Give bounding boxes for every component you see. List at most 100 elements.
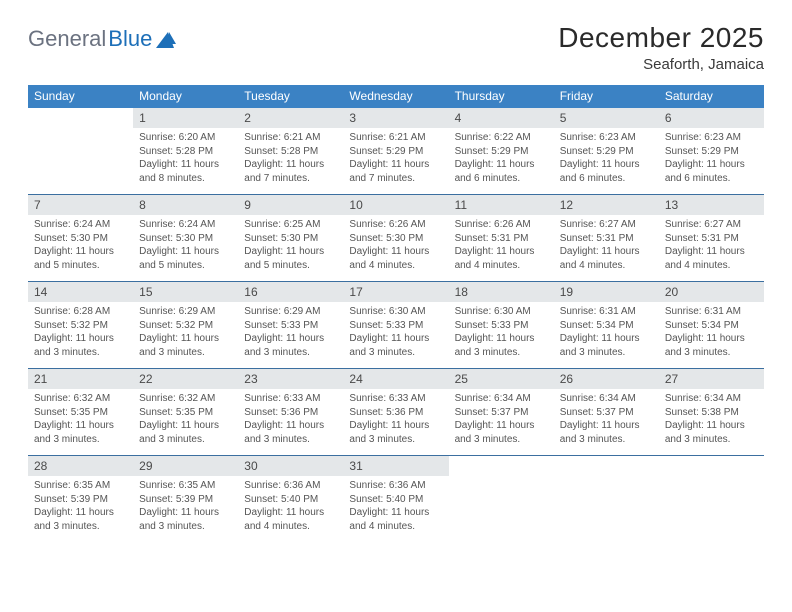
sunrise-text: Sunrise: 6:30 AM [349,305,442,319]
daylight-text: Daylight: 11 hours and 3 minutes. [139,419,232,446]
daylight-text: Daylight: 11 hours and 4 minutes. [244,506,337,533]
day-number: 8 [133,195,238,215]
daylight-text: Daylight: 11 hours and 4 minutes. [560,245,653,272]
day-cell: 21 Sunrise: 6:32 AMSunset: 5:35 PMDayligh… [28,369,133,455]
day-number: 30 [238,456,343,476]
sunrise-text: Sunrise: 6:33 AM [244,392,337,406]
day-number: 12 [554,195,659,215]
day-cell: 8Sunrise: 6:24 AMSunset: 5:30 PMDaylight… [133,195,238,281]
day-info: Sunrise: 6:32 AMSunset: 5:35 PMDaylight:… [28,392,133,446]
day-info: Sunrise: 6:36 AMSunset: 5:40 PMDaylight:… [343,479,448,533]
daylight-text: Daylight: 11 hours and 6 minutes. [560,158,653,185]
day-number: 5 [554,108,659,128]
day-cell: 13 Sunrise: 6:27 AMSunset: 5:31 PMDayligh… [659,195,764,281]
day-info: Sunrise: 6:21 AMSunset: 5:28 PMDaylight:… [238,131,343,185]
topbar: GeneralBlue December 2025 Seaforth, Jama… [28,22,764,73]
sunrise-text: Sunrise: 6:31 AM [665,305,758,319]
sunset-text: Sunset: 5:37 PM [560,406,653,420]
logo-text-2: Blue [108,26,152,52]
day-cell: 17Sunrise: 6:30 AMSunset: 5:33 PMDayligh… [343,282,448,368]
sunset-text: Sunset: 5:31 PM [455,232,548,246]
day-number: 25 [449,369,554,389]
sunset-text: Sunset: 5:28 PM [244,145,337,159]
weekday-label: Saturday [659,85,764,108]
sunset-text: Sunset: 5:35 PM [139,406,232,420]
sunrise-text: Sunrise: 6:23 AM [665,131,758,145]
day-cell: 20Sunrise: 6:31 AMSunset: 5:34 PMDayligh… [659,282,764,368]
day-number: 6 [659,108,764,128]
daylight-text: Daylight: 11 hours and 3 minutes. [455,332,548,359]
day-cell: 28 Sunrise: 6:35 AMSunset: 5:39 PMDayligh… [28,456,133,542]
sunset-text: Sunset: 5:32 PM [34,319,127,333]
day-number: 11 [449,195,554,215]
day-info: Sunrise: 6:30 AMSunset: 5:33 PMDaylight:… [449,305,554,359]
day-cell: 15Sunrise: 6:29 AMSunset: 5:32 PMDayligh… [133,282,238,368]
week-row: 21Sunrise: 6:32 AMSunset: 5:35 PMDayligh… [28,369,764,456]
daylight-text: Daylight: 11 hours and 5 minutes. [34,245,127,272]
daylight-text: Daylight: 11 hours and 4 minutes. [349,245,442,272]
daylight-text: Daylight: 11 hours and 5 minutes. [244,245,337,272]
day-number: 20 [659,282,764,302]
weekday-label: Wednesday [343,85,448,108]
sunrise-text: Sunrise: 6:28 AM [34,305,127,319]
day-info: Sunrise: 6:26 AMSunset: 5:31 PMDaylight:… [449,218,554,272]
sunrise-text: Sunrise: 6:35 AM [139,479,232,493]
day-info: Sunrise: 6:35 AMSunset: 5:39 PMDaylight:… [28,479,133,533]
daylight-text: Daylight: 11 hours and 3 minutes. [34,332,127,359]
sunset-text: Sunset: 5:33 PM [455,319,548,333]
day-cell: 6 Sunrise: 6:23 AMSunset: 5:29 PMDaylight… [659,108,764,194]
day-number: 2 [238,108,343,128]
daylight-text: Daylight: 11 hours and 3 minutes. [665,419,758,446]
sunrise-text: Sunrise: 6:31 AM [560,305,653,319]
day-number: 16 [238,282,343,302]
sunset-text: Sunset: 5:36 PM [244,406,337,420]
page-title: December 2025 [558,22,764,54]
weekday-header: SundayMondayTuesdayWednesdayThursdayFrid… [28,85,764,108]
day-number: 3 [343,108,448,128]
weekday-label: Sunday [28,85,133,108]
sunset-text: Sunset: 5:33 PM [244,319,337,333]
day-info: Sunrise: 6:28 AMSunset: 5:32 PMDaylight:… [28,305,133,359]
day-number: 21 [28,369,133,389]
day-cell: 24Sunrise: 6:33 AMSunset: 5:36 PMDayligh… [343,369,448,455]
sunset-text: Sunset: 5:29 PM [560,145,653,159]
day-cell: 4Sunrise: 6:22 AMSunset: 5:29 PMDaylight… [449,108,554,194]
weekday-label: Thursday [449,85,554,108]
sunrise-text: Sunrise: 6:27 AM [665,218,758,232]
daylight-text: Daylight: 11 hours and 3 minutes. [560,419,653,446]
day-info: Sunrise: 6:34 AMSunset: 5:37 PMDaylight:… [554,392,659,446]
day-info: Sunrise: 6:27 AMSunset: 5:31 PMDaylight:… [659,218,764,272]
sunset-text: Sunset: 5:35 PM [34,406,127,420]
daylight-text: Daylight: 11 hours and 3 minutes. [349,419,442,446]
daylight-text: Daylight: 11 hours and 7 minutes. [244,158,337,185]
sunset-text: Sunset: 5:34 PM [560,319,653,333]
sunset-text: Sunset: 5:38 PM [665,406,758,420]
day-number: 13 [659,195,764,215]
day-info: Sunrise: 6:32 AMSunset: 5:35 PMDaylight:… [133,392,238,446]
day-number: 28 [28,456,133,476]
day-info: Sunrise: 6:30 AMSunset: 5:33 PMDaylight:… [343,305,448,359]
day-cell: 9Sunrise: 6:25 AMSunset: 5:30 PMDaylight… [238,195,343,281]
sunrise-text: Sunrise: 6:24 AM [34,218,127,232]
day-cell: 14Sunrise: 6:28 AMSunset: 5:32 PMDayligh… [28,282,133,368]
day-info: Sunrise: 6:27 AMSunset: 5:31 PMDaylight:… [554,218,659,272]
day-cell: 11 Sunrise: 6:26 AMSunset: 5:31 PMDayligh… [449,195,554,281]
day-info: Sunrise: 6:35 AMSunset: 5:39 PMDaylight:… [133,479,238,533]
sunrise-text: Sunrise: 6:29 AM [244,305,337,319]
sunset-text: Sunset: 5:37 PM [455,406,548,420]
week-row: 14Sunrise: 6:28 AMSunset: 5:32 PMDayligh… [28,282,764,369]
day-info: Sunrise: 6:23 AMSunset: 5:29 PMDaylight:… [659,131,764,185]
day-info: Sunrise: 6:33 AMSunset: 5:36 PMDaylight:… [343,392,448,446]
sunrise-text: Sunrise: 6:29 AM [139,305,232,319]
day-cell: 7Sunrise: 6:24 AMSunset: 5:30 PMDaylight… [28,195,133,281]
daylight-text: Daylight: 11 hours and 3 minutes. [34,419,127,446]
day-number: 18 [449,282,554,302]
sunset-text: Sunset: 5:33 PM [349,319,442,333]
day-cell: 23Sunrise: 6:33 AMSunset: 5:36 PMDayligh… [238,369,343,455]
day-cell: 1Sunrise: 6:20 AMSunset: 5:28 PMDaylight… [133,108,238,194]
day-cell: 10Sunrise: 6:26 AMSunset: 5:30 PMDayligh… [343,195,448,281]
day-cell: 3Sunrise: 6:21 AMSunset: 5:29 PMDaylight… [343,108,448,194]
sunset-text: Sunset: 5:29 PM [665,145,758,159]
calendar-page: GeneralBlue December 2025 Seaforth, Jama… [0,0,792,560]
sunset-text: Sunset: 5:30 PM [34,232,127,246]
